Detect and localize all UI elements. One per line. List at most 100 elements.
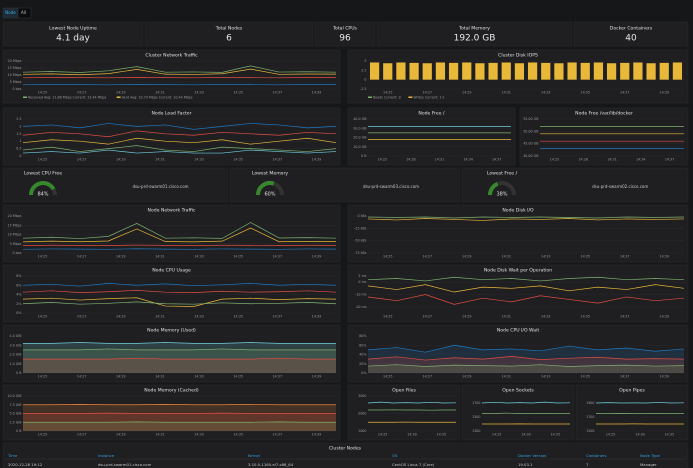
table-header: Docker Version <box>518 453 547 458</box>
x-tick-label: 14:31 <box>501 375 511 379</box>
legend-label: Sent Avg: 10.79 Mbps Current: 10.44 Mbps <box>122 95 193 99</box>
x-tick-label: 14:27 <box>77 255 87 259</box>
bar <box>369 62 380 80</box>
y-tick-label: 1.5 <box>16 132 21 136</box>
y-tick-label: 10 Mbps <box>8 233 22 237</box>
series-line <box>595 402 685 404</box>
x-tick-label: 14:37 <box>492 158 502 162</box>
stat-title: Total CPUs <box>332 26 358 32</box>
bar <box>462 62 472 80</box>
panel <box>2 204 341 263</box>
y-tick-label: -50 kBs <box>354 239 367 243</box>
x-tick-label: 14:31 <box>155 255 165 259</box>
panel-title: Open Sockets <box>502 388 534 394</box>
table-header: OS <box>392 453 398 458</box>
series-line <box>367 276 685 282</box>
y-tick-label: 2.5 <box>16 117 21 121</box>
panel <box>2 324 341 383</box>
table-title: Cluster Nodes <box>329 446 362 452</box>
panel-title: Cluster Network Traffic <box>145 53 198 59</box>
bar <box>435 62 446 80</box>
x-tick-label: 14:29 <box>116 375 126 379</box>
y-tick-label: 40.0 GB <box>353 117 367 121</box>
x-tick-label: 14:33 <box>541 375 551 379</box>
x-tick-label: 14:27 <box>77 91 87 95</box>
y-tick-label: 20% <box>359 362 366 366</box>
series-area <box>23 348 336 373</box>
series-line <box>23 342 336 344</box>
variable-dropdown[interactable] <box>17 7 32 19</box>
gauge-host: dsu-prd-swarm02.cisco.com <box>592 184 648 189</box>
y-tick-label: 20.0 GB <box>353 136 367 140</box>
series-area <box>368 364 684 373</box>
x-tick-label: 14:35 <box>580 91 590 95</box>
x-tick-label: 14:31 <box>501 255 511 259</box>
x-tick-label: 14:31 <box>501 91 511 95</box>
x-tick-label: 14:34 <box>463 158 473 162</box>
series-line <box>22 227 337 243</box>
x-tick-label: 14:35 <box>580 315 590 319</box>
x-tick-label: 14:28 <box>578 158 588 162</box>
x-tick-label: 14:37 <box>273 315 283 319</box>
x-tick-label: 14:27 <box>422 91 432 95</box>
x-tick-label: 14:37 <box>620 315 630 319</box>
y-tick-label: 1700 <box>472 401 480 405</box>
x-tick-label: 14:29 <box>462 255 472 259</box>
x-tick-label: 14:39 <box>312 91 322 95</box>
x-tick-label: 14:27 <box>77 158 87 162</box>
x-tick-label: 14:33 <box>194 158 204 162</box>
bar <box>580 62 590 80</box>
bar <box>672 62 683 80</box>
table-cell: 7 <box>586 462 589 467</box>
series-area <box>368 356 684 373</box>
gauge-host: dsu-prd-swarm03.cisco.com <box>363 184 419 189</box>
series-line <box>22 248 337 250</box>
series-area <box>23 421 336 431</box>
x-tick-label: 14:35 <box>665 433 675 437</box>
panel-title: Node Memory (Used) <box>147 328 196 334</box>
x-tick-label: 14:35 <box>233 433 243 437</box>
stat-title: Total Memory <box>458 26 490 32</box>
x-tick-label: 14:25 <box>550 158 560 162</box>
x-tick-label: 14:33 <box>194 375 204 379</box>
variable-value[interactable]: All <box>21 10 26 15</box>
gauge-value: 84% <box>37 192 48 198</box>
bar <box>541 62 551 80</box>
x-tick-label: 14:29 <box>116 433 126 437</box>
table-cell: 19.03.1 <box>518 462 533 467</box>
x-tick-label: 14:39 <box>659 255 669 259</box>
stat-value: 96 <box>339 34 351 44</box>
y-tick-label: 5 Mbps <box>10 80 22 84</box>
bar <box>593 62 604 80</box>
panel-title: Node CPU Usage <box>152 268 191 274</box>
y-tick-label: 2 <box>19 124 21 128</box>
y-tick-label: 0 bps <box>12 251 21 255</box>
x-tick-label: 14:37 <box>620 255 630 259</box>
legend-label: Received Avg: 11.88 Mbps Current: 13.44 … <box>28 95 107 99</box>
gauge-host: dsu-prd-swarm01.cisco.com <box>132 184 188 189</box>
series-line <box>22 145 337 152</box>
bar <box>501 62 511 80</box>
y-tick-label: 15 Mbps <box>8 66 22 70</box>
x-tick-label: 14:33 <box>541 91 551 95</box>
x-tick-label: 14:33 <box>194 255 204 259</box>
x-tick-label: 14:35 <box>233 375 243 379</box>
panel <box>2 442 689 468</box>
panel <box>347 107 516 166</box>
x-tick-label: 14:30 <box>635 433 645 437</box>
y-tick-label: 50.00 GB <box>523 129 539 133</box>
series-area <box>23 358 336 373</box>
panel-title: Open Pipes <box>619 388 645 394</box>
y-tick-label: 30.0 GB <box>353 126 367 130</box>
x-tick-label: 14:30 <box>407 433 417 437</box>
series-line <box>22 289 337 294</box>
y-tick-label: 0 <box>19 154 21 158</box>
x-tick-label: 14:25 <box>606 433 616 437</box>
y-tick-label: 10 Mbps <box>8 73 22 77</box>
series-line <box>367 401 457 404</box>
x-tick-label: 14:25 <box>383 315 393 319</box>
y-tick-label: 0 ms <box>358 280 366 284</box>
series-area <box>23 404 336 431</box>
y-tick-label: 0 B <box>361 154 367 158</box>
stat-title: Total Nodes <box>215 26 243 32</box>
